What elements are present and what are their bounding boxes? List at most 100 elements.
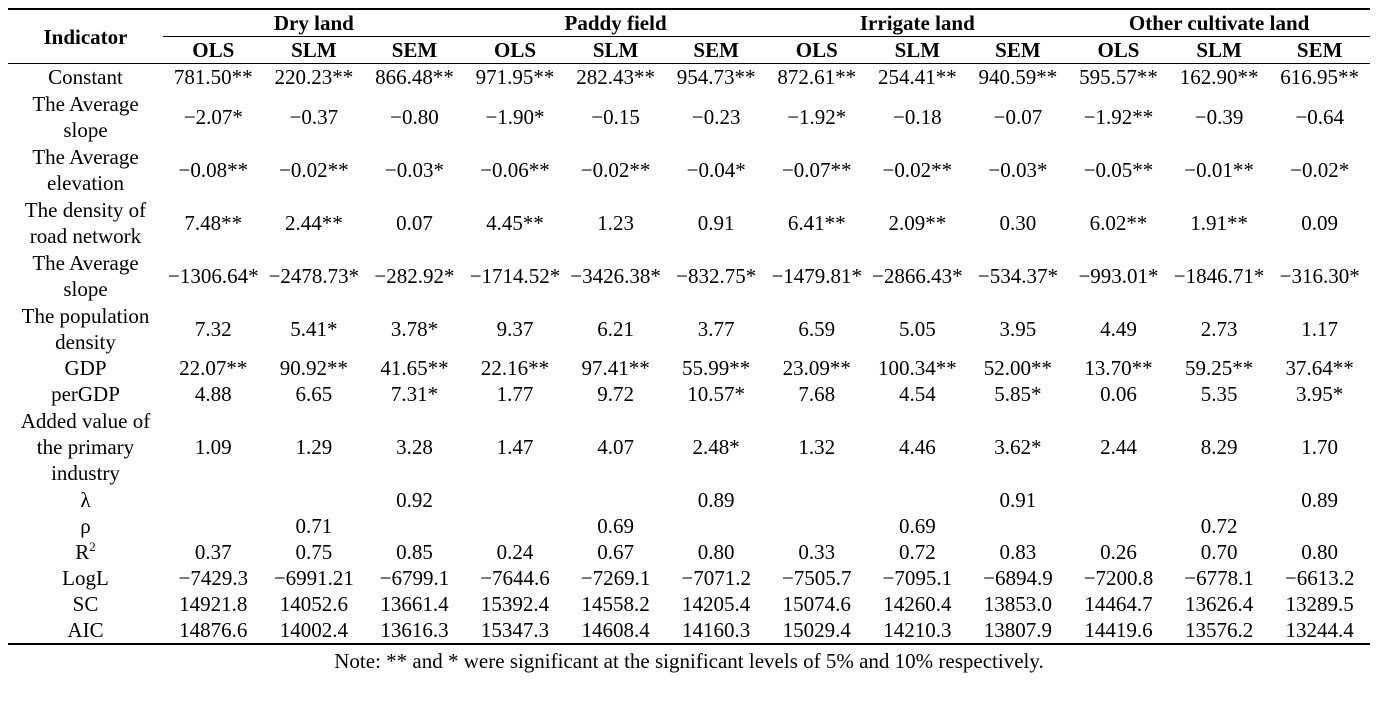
- table-cell: 14260.4: [883, 592, 952, 616]
- table-row: AIC 14876.6 14002.4 13616.3 15347.3 14608.4 14…: [8, 617, 1370, 644]
- method-header-row: OLS SLM SEM OLS SLM SEM OLS SLM SEM OLS SLM SEM: [8, 37, 1370, 64]
- table-cell: 0.69: [898, 514, 936, 538]
- table-cell: 13616.3: [380, 618, 449, 642]
- regression-table: Indicator Dry land Paddy field Irrigate …: [8, 8, 1370, 645]
- table-cell: 55.99**: [682, 356, 751, 380]
- table-cell: −6991.21: [273, 566, 354, 590]
- table-cell: 0.06: [1100, 382, 1137, 406]
- table-cell: −1306.64*: [167, 263, 259, 288]
- table-cell: −0.02**: [580, 157, 651, 182]
- table-cell: −832.75*: [676, 263, 757, 288]
- row-label: λ: [80, 488, 91, 512]
- table-row: The Average slope −1306.64* −2478.73* −282.…: [8, 249, 1370, 302]
- table-cell: 90.92**: [279, 356, 348, 380]
- table-cell: 254.41**: [877, 65, 957, 89]
- table-cell: 14464.7: [1084, 592, 1153, 616]
- row-label: GDP: [64, 356, 107, 380]
- table-cell: 14876.6: [179, 618, 248, 642]
- table-cell: 6.02**: [1089, 210, 1148, 235]
- row-label: The population density: [21, 303, 150, 354]
- table-cell: 5.41*: [290, 316, 338, 341]
- table-cell: 4.54: [898, 382, 936, 406]
- table-cell: 4.07: [597, 435, 634, 459]
- table-cell: 4.49: [1100, 316, 1137, 341]
- row-label: AIC: [67, 618, 104, 642]
- table-cell: −0.02**: [279, 157, 349, 182]
- method-header: SLM: [894, 38, 941, 62]
- table-cell: 0.30: [999, 210, 1037, 235]
- row-label: R2: [75, 539, 96, 564]
- table-cell: [163, 513, 264, 539]
- table-cell: −993.01*: [1078, 263, 1159, 288]
- table-cell: −0.64: [1295, 104, 1344, 129]
- table-cell: −0.15: [591, 104, 640, 129]
- table-cell: 1.09: [194, 435, 232, 459]
- table-cell: 940.59**: [978, 65, 1058, 89]
- table-cell: 0.70: [1200, 540, 1238, 564]
- table-cell: −2866.43*: [872, 263, 963, 288]
- indicator-header: Indicator: [8, 9, 163, 64]
- table-cell: 1.47: [496, 435, 534, 459]
- table-cell: 14052.6: [279, 592, 348, 616]
- table-cell: −0.18: [893, 104, 942, 129]
- table-cell: −0.02*: [1290, 157, 1350, 182]
- table-cell: [1169, 487, 1270, 513]
- table-cell: −0.01**: [1184, 157, 1254, 182]
- row-label: ρ: [80, 514, 91, 538]
- table-cell: 13.70**: [1084, 356, 1153, 380]
- group-header-row: Indicator Dry land Paddy field Irrigate …: [8, 9, 1370, 64]
- table-cell: 14608.4: [581, 618, 650, 642]
- table-cell: 100.34**: [877, 356, 957, 380]
- table-cell: 22.07**: [179, 356, 248, 380]
- table-cell: 0.33: [798, 540, 836, 564]
- table-cell: 3.62*: [994, 435, 1042, 459]
- table-cell: 4.88: [194, 382, 232, 406]
- table-cell: −3426.38*: [570, 263, 661, 288]
- table-cell: 595.57**: [1079, 65, 1158, 89]
- table-cell: 23.09**: [782, 356, 851, 380]
- table-cell: 0.85: [396, 540, 433, 564]
- table-body: Constant 781.50** 220.23** 866.48** 971.95**…: [8, 64, 1370, 644]
- table-cell: 0.69: [597, 514, 634, 538]
- table-cell: 0.72: [898, 540, 936, 564]
- table-cell: 3.95*: [1296, 382, 1344, 406]
- table-note: Note: ** and * were significant at the s…: [334, 649, 1044, 673]
- table-cell: −2.07*: [183, 104, 243, 129]
- table-cell: 971.95**: [475, 65, 555, 89]
- table-cell: 5.05: [898, 316, 936, 341]
- table-cell: 5.85*: [994, 382, 1042, 406]
- method-header: SLM: [592, 38, 639, 62]
- row-label: The Average slope: [32, 250, 139, 301]
- table-cell: 8.29: [1200, 435, 1238, 459]
- row-label: The density of road network: [24, 197, 147, 248]
- table-cell: 6.65: [295, 382, 333, 406]
- table-row: ρ 0.71 0.69 0.69 0.72: [8, 513, 1370, 539]
- table-cell: [565, 487, 666, 513]
- table-cell: [766, 513, 867, 539]
- table-cell: [1269, 513, 1370, 539]
- table-cell: −0.04*: [686, 157, 746, 182]
- table-cell: [867, 487, 968, 513]
- table-cell: 2.09**: [888, 210, 947, 235]
- superscript: 2: [89, 539, 96, 554]
- table-cell: 14558.2: [581, 592, 650, 616]
- method-header: SLM: [291, 38, 337, 62]
- table-cell: −7505.7: [781, 566, 852, 590]
- table-cell: 14419.6: [1084, 618, 1153, 642]
- row-label: The Average elevation: [32, 144, 139, 195]
- table-cell: −1.92**: [1083, 104, 1154, 129]
- group-header: Dry land: [163, 9, 465, 37]
- table-cell: 3.95: [999, 316, 1037, 341]
- table-cell: 2.44**: [284, 210, 343, 235]
- table-cell: [264, 487, 365, 513]
- method-header: SLM: [1196, 38, 1242, 62]
- table-cell: 3.28: [396, 435, 433, 459]
- table-cell: 781.50**: [173, 65, 253, 89]
- table-cell: 14002.4: [279, 618, 348, 642]
- table-row: SC 14921.8 14052.6 13661.4 15392.4 14558.2 142…: [8, 591, 1370, 617]
- table-cell: 5.35: [1200, 382, 1238, 406]
- table-cell: 0.72: [1200, 514, 1238, 538]
- table-cell: −2478.73*: [268, 263, 360, 288]
- table-cell: [1068, 513, 1169, 539]
- table-row: The density of road network 7.48** 2.44** 0…: [8, 196, 1370, 249]
